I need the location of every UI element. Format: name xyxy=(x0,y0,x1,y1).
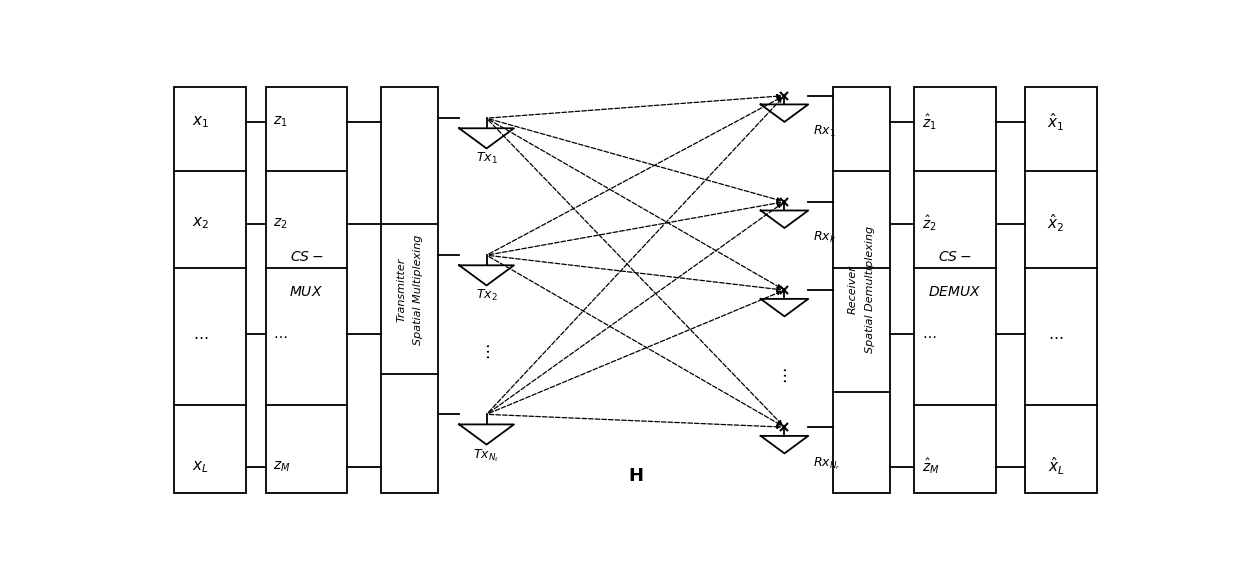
Text: $DEMUX$: $DEMUX$ xyxy=(929,285,982,299)
Bar xyxy=(914,87,996,493)
Text: $z_M$: $z_M$ xyxy=(273,459,290,474)
Text: $\cdots$: $\cdots$ xyxy=(775,368,794,385)
Text: $Rx_{N_r}$: $Rx_{N_r}$ xyxy=(813,456,841,472)
Text: $MUX$: $MUX$ xyxy=(289,285,324,299)
Text: $Tx_{N_t}$: $Tx_{N_t}$ xyxy=(474,447,500,464)
Text: $\ldots$: $\ldots$ xyxy=(273,327,288,341)
Text: $\ldots$: $\ldots$ xyxy=(193,327,208,342)
Bar xyxy=(1024,87,1096,493)
Text: $Rx_1$: $Rx_1$ xyxy=(813,124,836,139)
Bar xyxy=(174,87,247,493)
Text: $\hat{x}_L$: $\hat{x}_L$ xyxy=(1048,456,1064,478)
Text: $z_1$: $z_1$ xyxy=(273,115,288,129)
Text: $\hat{x}_1$: $\hat{x}_1$ xyxy=(1048,111,1065,133)
Text: $CS-$: $CS-$ xyxy=(290,250,324,263)
Text: $\hat{z}_2$: $\hat{z}_2$ xyxy=(921,214,936,234)
Text: $\mathbf{H}$: $\mathbf{H}$ xyxy=(627,467,644,484)
Bar xyxy=(265,87,347,493)
Text: $x_2$: $x_2$ xyxy=(192,216,210,231)
Text: $\hat{z}_M$: $\hat{z}_M$ xyxy=(921,457,940,476)
Text: Receiver
Spatial Demultiplexing: Receiver Spatial Demultiplexing xyxy=(848,226,874,354)
Text: $\hat{x}_2$: $\hat{x}_2$ xyxy=(1048,213,1065,234)
Text: $\ldots$: $\ldots$ xyxy=(1048,327,1064,342)
Text: $\cdots$: $\cdots$ xyxy=(477,343,496,360)
Text: $z_2$: $z_2$ xyxy=(273,216,288,231)
Text: $Tx_1$: $Tx_1$ xyxy=(476,151,497,166)
Text: Transmitter
Spatial Multiplexing: Transmitter Spatial Multiplexing xyxy=(397,235,423,345)
Text: $x_L$: $x_L$ xyxy=(192,459,210,475)
Text: $\ldots$: $\ldots$ xyxy=(921,327,936,341)
Text: $CS-$: $CS-$ xyxy=(939,250,972,263)
Text: $x_1$: $x_1$ xyxy=(192,114,210,130)
Bar xyxy=(381,87,439,493)
Text: $Rx_k$: $Rx_k$ xyxy=(813,230,837,245)
Text: $\hat{z}_1$: $\hat{z}_1$ xyxy=(921,112,936,132)
Bar xyxy=(832,87,890,493)
Text: $Tx_2$: $Tx_2$ xyxy=(476,288,497,303)
